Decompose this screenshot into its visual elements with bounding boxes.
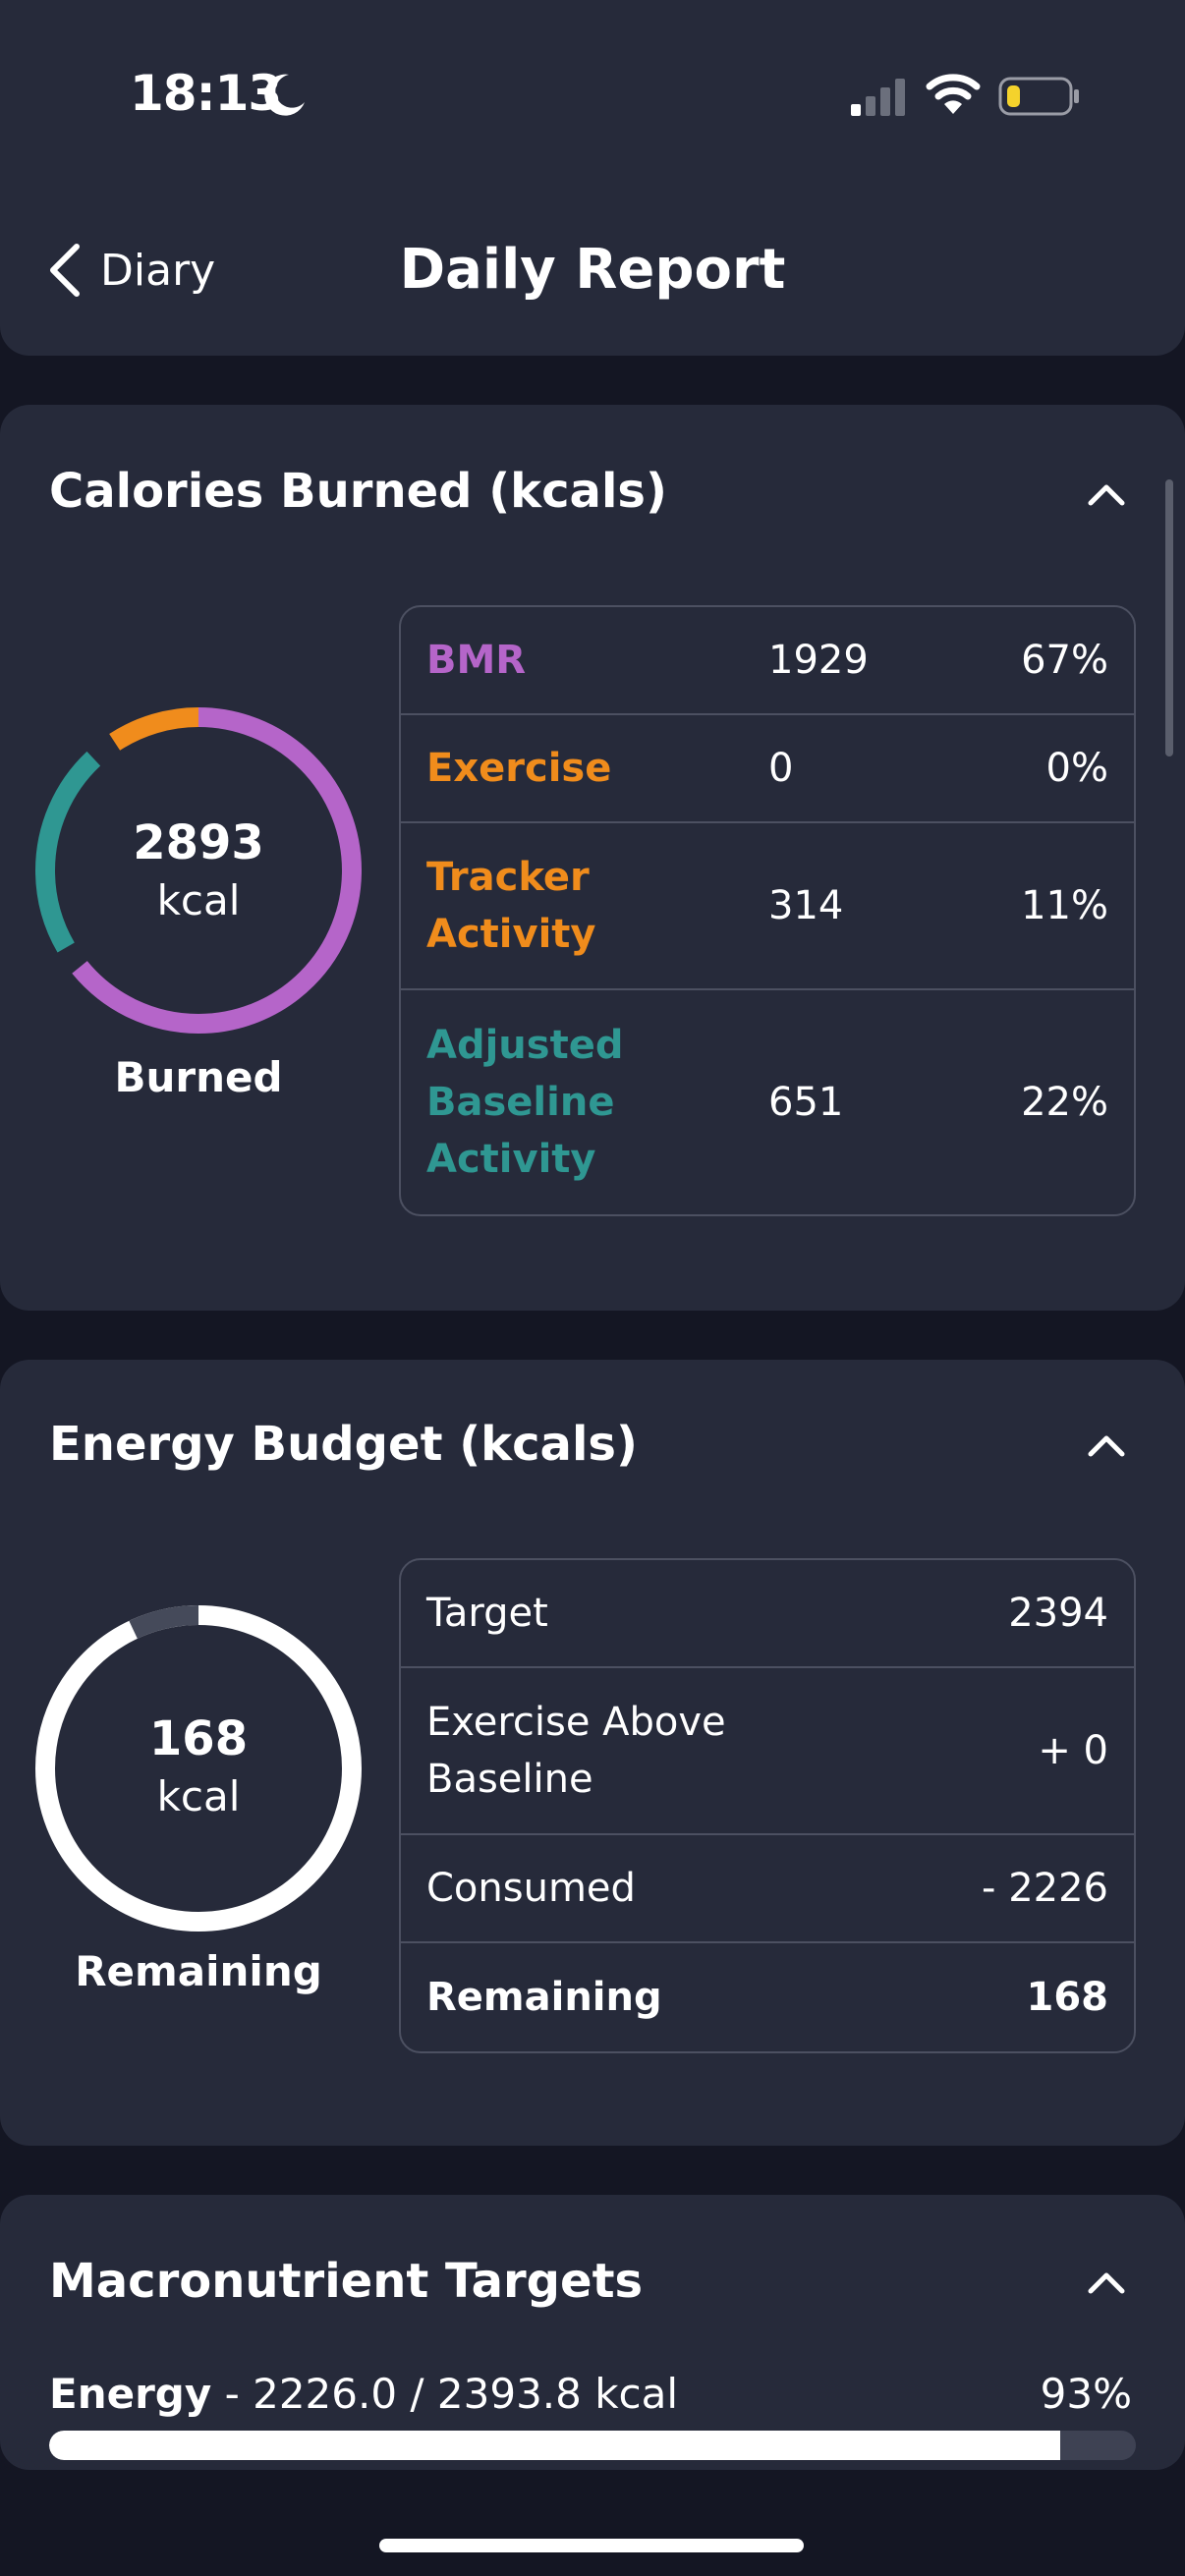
chevron-up-icon[interactable]	[1087, 479, 1126, 507]
row-value: - 2226	[982, 1866, 1108, 1911]
row-value: 314	[768, 883, 844, 928]
table-row: Exercise 0 0%	[401, 715, 1134, 823]
calories-burned-unit: kcal	[156, 876, 241, 924]
row-percent: 67%	[1021, 638, 1108, 683]
energy-name: Energy	[49, 2370, 212, 2418]
back-button[interactable]: Diary	[47, 236, 215, 305]
calories-burned-card: Calories Burned (kcals) 2893 kcal Burned…	[0, 405, 1185, 1311]
row-label-target: Target	[426, 1591, 548, 1636]
row-label-exercise-above-baseline: Exercise Above Baseline	[426, 1700, 726, 1802]
table-row: Adjusted Baseline Activity 651 22%	[401, 990, 1134, 1214]
row-label-bmr: BMR	[426, 638, 527, 683]
row-value: 2394	[1008, 1591, 1108, 1636]
back-label: Diary	[100, 245, 216, 296]
row-label-tracker-activity: Tracker Activity	[426, 855, 596, 957]
table-row: Consumed - 2226	[401, 1835, 1134, 1943]
calories-burned-caption: Burned	[114, 1053, 283, 1101]
energy-budget-table: Target 2394 Exercise Above Baseline + 0 …	[399, 1558, 1136, 2053]
energy-budget-ring	[35, 1605, 362, 1932]
row-value: 1929	[768, 638, 869, 683]
macronutrient-targets-card: Macronutrient Targets	[0, 2195, 1185, 2470]
calories-burned-table: BMR 1929 67% Exercise 0 0% Tracker Activ…	[399, 605, 1136, 1216]
chevron-left-icon	[50, 244, 80, 297]
table-row: Remaining 168	[401, 1943, 1134, 2051]
battery-icon	[998, 77, 1079, 116]
row-value: 168	[1026, 1975, 1109, 2020]
macronutrient-targets-title: Macronutrient Targets	[49, 2254, 644, 2309]
energy-progress-bar	[49, 2431, 1136, 2460]
energy-budget-card: Energy Budget (kcals) 168 kcal Remaining…	[0, 1360, 1185, 2146]
table-row: Target 2394	[401, 1560, 1134, 1668]
energy-detail: - 2226.0 / 2393.8 kcal	[211, 2370, 679, 2418]
calories-burned-title: Calories Burned (kcals)	[49, 464, 667, 519]
row-label-exercise: Exercise	[426, 746, 612, 791]
energy-percent: 93%	[1040, 2370, 1132, 2418]
home-indicator[interactable]	[379, 2539, 804, 2552]
energy-target-label: Energy - 2226.0 / 2393.8 kcal	[49, 2368, 678, 2421]
table-row: BMR 1929 67%	[401, 607, 1134, 715]
row-value: 651	[768, 1080, 844, 1125]
row-label-consumed: Consumed	[426, 1866, 636, 1911]
energy-remaining-caption: Remaining	[75, 1947, 322, 1995]
calories-burned-ring	[35, 707, 362, 1034]
status-time: 18:13	[130, 65, 282, 122]
header-bar: 18:13 Diary Daily Report	[0, 0, 1185, 356]
remaining-arc	[35, 1605, 362, 1932]
energy-remaining-unit: kcal	[156, 1772, 241, 1820]
row-percent: 22%	[1021, 1080, 1108, 1125]
energy-budget-title: Energy Budget (kcals)	[49, 1417, 638, 1472]
table-row: Exercise Above Baseline + 0	[401, 1668, 1134, 1835]
chevron-up-icon[interactable]	[1087, 1430, 1126, 1458]
chevron-up-icon[interactable]	[1087, 2268, 1126, 2295]
scrollbar[interactable]	[1165, 479, 1173, 756]
calories-burned-total: 2893	[133, 815, 264, 870]
energy-progress-fill	[49, 2431, 1060, 2460]
row-label-adjusted-baseline-activity: Adjusted Baseline Activity	[426, 1023, 624, 1182]
row-percent: 11%	[1021, 883, 1108, 928]
row-label-remaining: Remaining	[426, 1975, 662, 2020]
row-percent: 0%	[1045, 746, 1108, 791]
row-value: 0	[768, 746, 794, 791]
row-value: + 0	[1038, 1728, 1108, 1773]
moon-icon	[264, 74, 305, 116]
cellular-signal-icon	[851, 79, 905, 116]
page-title: Daily Report	[399, 238, 786, 302]
table-row: Tracker Activity 314 11%	[401, 823, 1134, 990]
energy-remaining-value: 168	[148, 1711, 249, 1766]
wifi-icon	[926, 74, 981, 114]
